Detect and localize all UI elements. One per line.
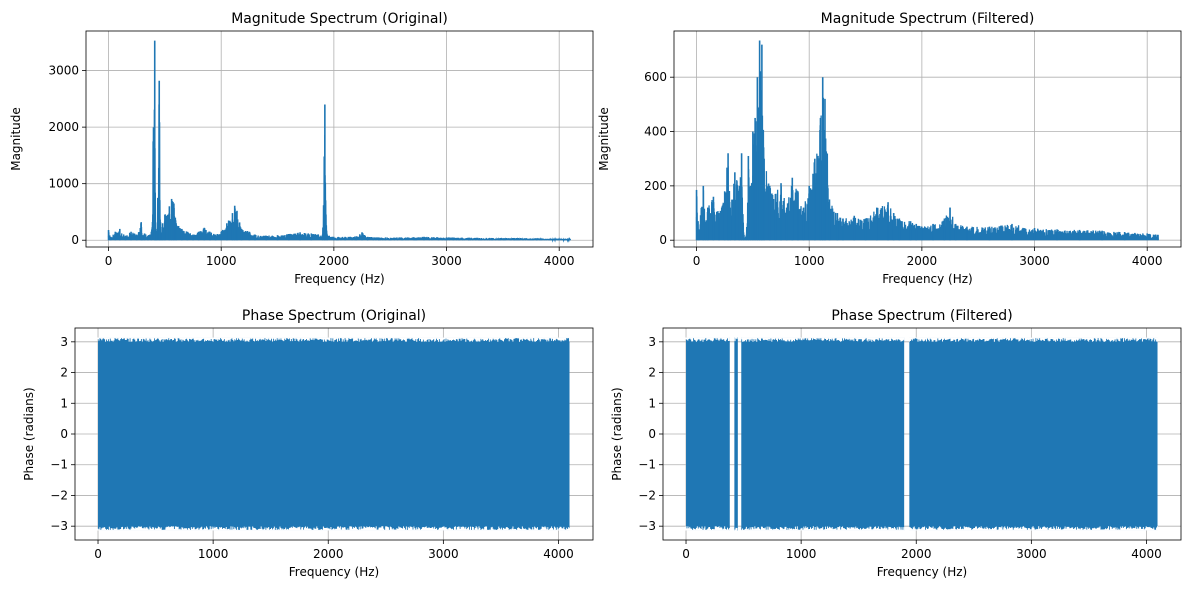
y-tick-label: −3 — [638, 519, 656, 533]
x-tick-label: 0 — [105, 254, 113, 268]
x-tick-label: 1000 — [198, 547, 229, 561]
y-axis-label: Phase (radians) — [610, 387, 624, 480]
y-tick-label: −3 — [50, 519, 68, 533]
phase-band — [909, 337, 1158, 531]
x-tick-label: 2000 — [907, 254, 938, 268]
chart-panel-2: 0 1000 2000 3000 4000 0 200 400 600 Magnitude Spe… — [597, 11, 1182, 286]
chart-panel-1: 0 1000 2000 3000 4000 0 1000 2000 3000 Magnitude … — [9, 11, 594, 286]
y-tick-label: −2 — [638, 488, 656, 502]
x-tick-label: 3000 — [1019, 254, 1050, 268]
x-tick-label: 0 — [682, 547, 690, 561]
y-tick-label: 200 — [644, 179, 667, 193]
chart-title: Magnitude Spectrum (Original) — [231, 11, 448, 27]
phase-band-edge — [685, 337, 1159, 531]
x-axis-label: Frequency (Hz) — [877, 565, 968, 579]
phase-band — [741, 337, 905, 531]
x-axis-label: Frequency (Hz) — [289, 565, 380, 579]
axes-frame — [85, 30, 594, 248]
y-tick-label: −2 — [50, 488, 68, 502]
y-tick-label: −1 — [638, 458, 656, 472]
chart-title: Phase Spectrum (Original) — [242, 308, 426, 324]
plot-area — [685, 337, 1159, 531]
y-tick-label: 3 — [60, 335, 68, 349]
y-tick-label: −1 — [50, 458, 68, 472]
chart-title: Magnitude Spectrum (Filtered) — [821, 11, 1035, 27]
phase-band — [98, 337, 570, 531]
spectrum-line — [107, 98, 571, 243]
y-tick-label: 400 — [644, 125, 667, 139]
y-tick-label: 3000 — [48, 64, 79, 78]
chart-title: Phase Spectrum (Filtered) — [831, 308, 1012, 324]
y-tick-label: 0 — [60, 427, 68, 441]
x-tick-label: 1000 — [206, 254, 237, 268]
chart-panel-3: 0 1000 2000 3000 4000 3 2 1 0 −1 −2 −3 Phase Spectru… — [22, 308, 594, 579]
y-tick-label: 3 — [648, 335, 656, 349]
y-tick-label: 0 — [659, 233, 667, 247]
plot-area — [695, 40, 1159, 241]
y-tick-label: 600 — [644, 70, 667, 84]
x-tick-label: 0 — [693, 254, 701, 268]
x-axis-label: Frequency (Hz) — [294, 272, 385, 286]
x-tick-label: 2000 — [319, 254, 350, 268]
y-tick-label: 2 — [60, 366, 68, 380]
x-tick-label: 1000 — [786, 547, 817, 561]
chart-panel-4: 0 1000 2000 3000 4000 3 2 1 0 −1 −2 −3 Phase Spectru… — [610, 308, 1182, 579]
plot-area — [97, 337, 571, 531]
y-tick-label: 2 — [648, 366, 656, 380]
axes-frame — [673, 30, 1182, 248]
x-tick-label: 3000 — [431, 254, 462, 268]
x-tick-label: 3000 — [428, 547, 459, 561]
y-tick-label: 1000 — [48, 177, 79, 191]
x-tick-label: 0 — [94, 547, 102, 561]
x-tick-label: 2000 — [901, 547, 932, 561]
y-axis-label: Magnitude — [9, 107, 23, 171]
y-axis-label: Magnitude — [597, 107, 611, 171]
x-tick-label: 4000 — [543, 547, 574, 561]
x-tick-label: 4000 — [1132, 254, 1163, 268]
x-tick-label: 4000 — [544, 254, 575, 268]
y-tick-label: 1 — [60, 396, 68, 410]
y-axis-label: Phase (radians) — [22, 387, 36, 480]
phase-band — [686, 337, 730, 531]
x-tick-label: 4000 — [1131, 547, 1162, 561]
x-tick-label: 1000 — [794, 254, 825, 268]
y-tick-label: 0 — [71, 233, 79, 247]
x-tick-label: 3000 — [1016, 547, 1047, 561]
y-tick-label: 0 — [648, 427, 656, 441]
y-tick-label: 2000 — [48, 120, 79, 134]
spectrum-line — [695, 71, 1159, 241]
phase-band-edge — [97, 337, 571, 531]
x-tick-label: 2000 — [313, 547, 344, 561]
phase-band — [734, 337, 738, 531]
x-axis-label: Frequency (Hz) — [882, 272, 973, 286]
plot-area — [107, 40, 571, 243]
y-tick-label: 1 — [648, 396, 656, 410]
